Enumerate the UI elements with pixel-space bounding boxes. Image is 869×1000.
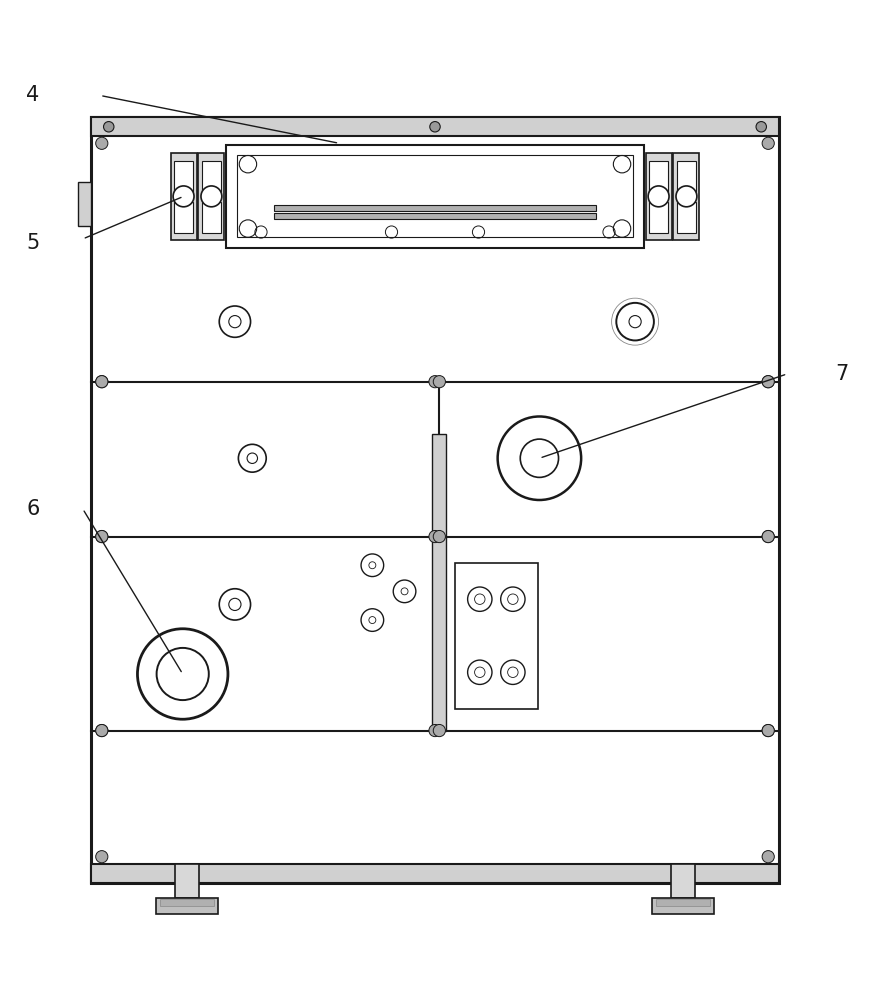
Circle shape xyxy=(647,186,668,207)
Bar xyxy=(645,153,671,240)
Bar xyxy=(432,434,446,537)
Bar xyxy=(226,145,643,248)
Bar xyxy=(648,202,667,233)
Circle shape xyxy=(433,530,445,543)
Bar xyxy=(202,202,221,233)
Text: 4: 4 xyxy=(26,85,39,105)
Bar xyxy=(174,161,193,192)
Circle shape xyxy=(96,376,108,388)
Circle shape xyxy=(428,376,441,388)
Bar xyxy=(432,537,446,731)
Bar xyxy=(673,153,699,240)
Circle shape xyxy=(96,137,108,149)
Circle shape xyxy=(429,122,440,132)
Circle shape xyxy=(761,137,773,149)
Bar xyxy=(648,161,667,192)
Circle shape xyxy=(173,186,194,207)
Bar xyxy=(91,864,778,883)
Circle shape xyxy=(433,376,445,388)
Bar xyxy=(156,898,218,914)
Bar xyxy=(676,161,695,192)
Bar xyxy=(454,563,537,709)
Circle shape xyxy=(103,122,114,132)
Circle shape xyxy=(433,724,445,737)
Circle shape xyxy=(96,530,108,543)
Text: 5: 5 xyxy=(26,233,39,253)
Bar xyxy=(655,899,709,906)
Bar xyxy=(78,182,91,226)
Circle shape xyxy=(96,530,108,543)
Circle shape xyxy=(201,186,222,207)
Circle shape xyxy=(761,530,773,543)
Circle shape xyxy=(96,376,108,388)
Circle shape xyxy=(96,851,108,863)
Bar xyxy=(236,155,633,237)
Circle shape xyxy=(761,851,773,863)
Bar xyxy=(170,153,196,240)
Circle shape xyxy=(428,724,441,737)
Circle shape xyxy=(675,186,696,207)
Bar xyxy=(274,213,595,219)
Circle shape xyxy=(96,724,108,737)
Bar xyxy=(174,202,193,233)
Text: 7: 7 xyxy=(834,364,847,384)
Bar xyxy=(651,898,713,914)
Circle shape xyxy=(761,530,773,543)
Bar xyxy=(202,161,221,192)
Bar xyxy=(175,864,199,898)
Circle shape xyxy=(761,724,773,737)
Bar xyxy=(274,205,595,211)
Circle shape xyxy=(761,376,773,388)
Bar xyxy=(198,153,224,240)
Circle shape xyxy=(428,530,441,543)
Circle shape xyxy=(761,376,773,388)
Text: 6: 6 xyxy=(26,499,39,519)
Bar xyxy=(91,117,778,136)
Circle shape xyxy=(755,122,766,132)
Bar xyxy=(160,899,214,906)
Bar xyxy=(676,202,695,233)
Circle shape xyxy=(96,724,108,737)
Circle shape xyxy=(761,724,773,737)
Bar xyxy=(91,117,778,883)
Bar xyxy=(670,864,694,898)
